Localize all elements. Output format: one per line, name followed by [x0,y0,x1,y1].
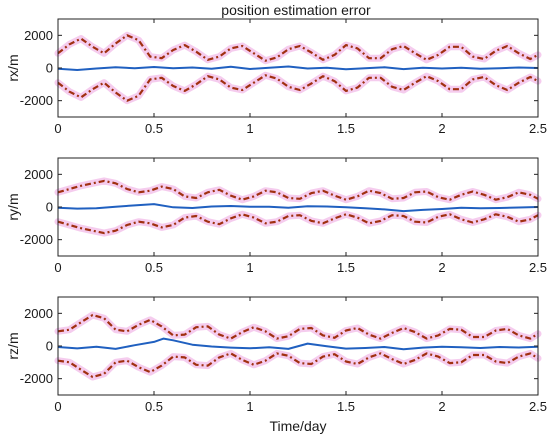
x-tick-label-ry: 1.5 [337,260,355,275]
series-bound-upper-rz [57,313,539,340]
series-halo-bound-upper-rx [54,31,542,65]
series-bound-upper-ry [57,179,539,201]
x-tick-label-rz: 0 [54,399,61,414]
plot-layer-ry [54,177,542,237]
y-tick-label-ry: -2000 [20,232,53,247]
y-tick-label-rx: -2000 [20,93,53,108]
x-tick-label-ry: 2.5 [529,260,547,275]
ylabel-ry: ry/m [5,193,21,220]
y-tick-label-rx: 0 [46,61,53,76]
x-tick-label-rx: 0 [54,121,61,136]
x-tick-label-ry: 1 [246,260,253,275]
series-estimate-rx [57,65,539,71]
y-tick-label-ry: 0 [46,200,53,215]
x-tick-label-rz: 1.5 [337,399,355,414]
x-tick-label-rx: 0.5 [145,121,163,136]
x-tick-label-rz: 1 [246,399,253,414]
series-bound-lower-rz [57,352,539,379]
x-tick-label-rz: 2.5 [529,399,547,414]
x-tick-label-rx: 2.5 [529,121,547,136]
x-tick-label-ry: 0.5 [145,260,163,275]
x-tick-label-ry: 0 [54,260,61,275]
y-tick-label-rz: 0 [46,339,53,354]
series-halo-bound-upper-rz [54,311,542,343]
figure-title: position estimation error [221,2,371,18]
x-tick-label-rx: 2 [438,121,445,136]
plot-layer-rz [54,311,542,381]
ylabel-rz: rz/m [5,332,21,359]
plot-layer-rx [54,31,542,105]
y-tick-label-rz: 2000 [24,306,53,321]
x-axis-label: Time/day [269,418,326,434]
x-tick-label-rx: 1.5 [337,121,355,136]
series-bound-lower-rx [57,74,539,102]
x-tick-label-rz: 0.5 [145,399,163,414]
y-tick-label-ry: 2000 [24,167,53,182]
series-halo-bound-lower-rz [54,349,542,381]
series-estimate-rz [57,337,539,351]
x-tick-label-rx: 1 [246,121,253,136]
series-estimate-ry [57,203,539,213]
series-halo-bound-lower-rx [54,71,542,105]
y-tick-label-rz: -2000 [20,371,53,386]
ylabel-rx: rx/m [5,54,21,81]
y-tick-label-rx: 2000 [24,28,53,43]
series-bound-lower-ry [57,213,539,235]
series-bound-upper-rx [57,34,539,62]
x-tick-label-rz: 2 [438,399,445,414]
x-tick-label-ry: 2 [438,260,445,275]
